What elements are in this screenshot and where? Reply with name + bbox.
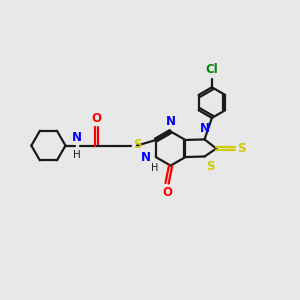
Text: N: N	[72, 131, 82, 144]
Text: H: H	[151, 163, 158, 173]
Text: S: S	[238, 142, 246, 155]
Text: N: N	[200, 122, 209, 135]
Text: S: S	[206, 160, 214, 173]
Text: N: N	[140, 151, 151, 164]
Text: N: N	[166, 115, 176, 128]
Text: O: O	[92, 112, 102, 125]
Text: O: O	[162, 186, 172, 199]
Text: H: H	[73, 150, 81, 160]
Text: Cl: Cl	[206, 63, 218, 76]
Text: S: S	[133, 138, 141, 151]
